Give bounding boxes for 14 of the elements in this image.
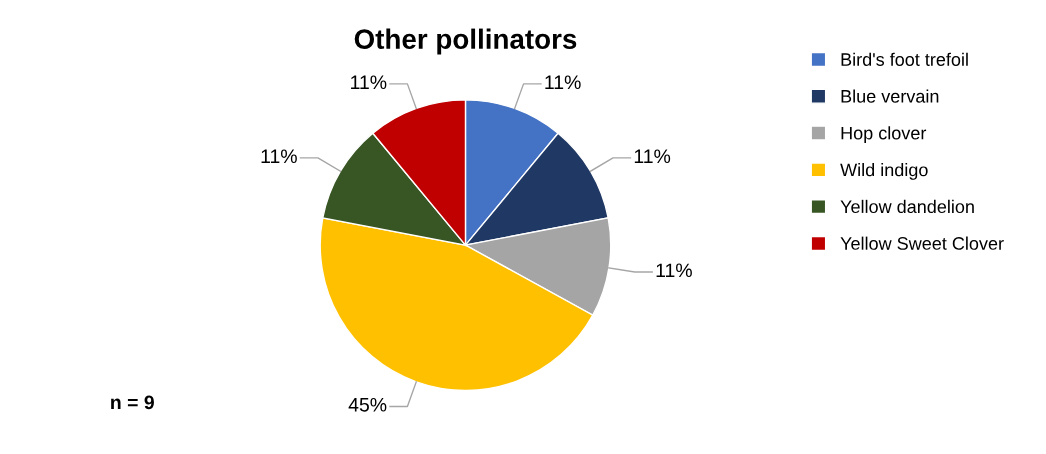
data-label: 45% xyxy=(348,397,387,412)
legend-label: Yellow Sweet Clover xyxy=(840,236,1004,250)
data-label: 11% xyxy=(261,149,297,164)
data-label: 11% xyxy=(351,75,387,90)
data-label: 11% xyxy=(656,263,692,278)
text: n = 9 xyxy=(111,395,154,410)
chart-title: Other pollinators xyxy=(354,28,577,55)
data-label: 11% xyxy=(634,149,671,164)
legend-label: Hop clover xyxy=(841,126,927,144)
data-label: 11% xyxy=(545,75,581,90)
legend-label: Blue vervain xyxy=(841,89,939,103)
legend-label: Bird's foot trefoil xyxy=(841,52,968,66)
legend-label: Yellow dandelion xyxy=(840,199,974,214)
legend-label: Wild indigo xyxy=(840,163,928,180)
